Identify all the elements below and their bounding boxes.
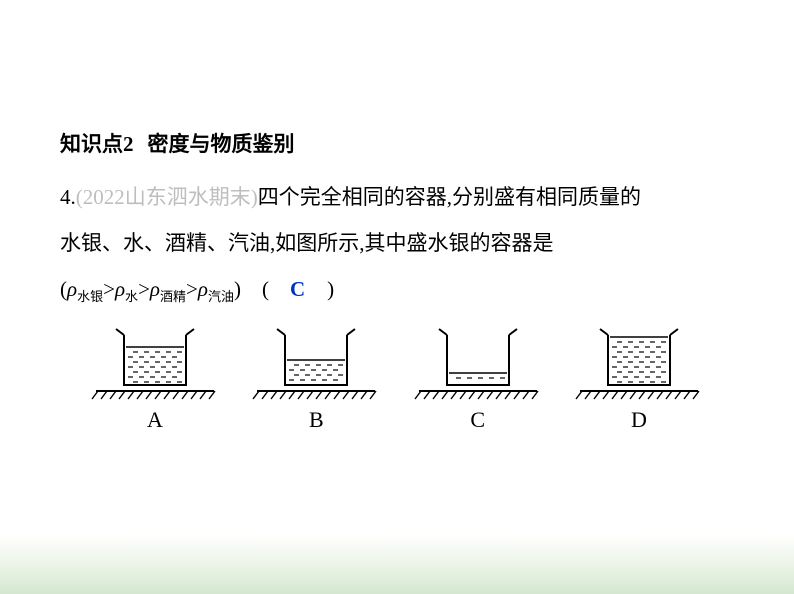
sub-mercury: 水银	[77, 290, 103, 305]
beaker-b-icon	[251, 323, 381, 401]
question-number: 4.	[60, 185, 76, 209]
question-line-1: 4.(2022山东泗水期末)四个完全相同的容器,分别盛有相同质量的	[60, 174, 734, 220]
sub-water: 水	[125, 290, 138, 305]
option-d-label: D	[631, 407, 647, 433]
heading-number: 知识点2	[60, 132, 134, 156]
beaker-a-icon	[90, 323, 220, 401]
question-text-1: 四个完全相同的容器,分别盛有相同质量的	[258, 185, 641, 209]
footer-gradient	[0, 534, 794, 594]
option-a-label: A	[147, 407, 163, 433]
beaker-d-icon	[574, 323, 704, 401]
sub-gasoline: 汽油	[208, 290, 234, 305]
option-a: A	[90, 323, 220, 433]
heading-title: 密度与物质鉴别	[148, 132, 295, 156]
question-line-2: 水银、水、酒精、汽油,如图所示,其中盛水银的容器是	[60, 220, 734, 266]
option-c: C	[413, 323, 543, 433]
option-b: B	[251, 323, 381, 433]
knowledge-point-heading: 知识点2 密度与物质鉴别	[60, 128, 734, 158]
question-source: (2022山东泗水期末)	[76, 185, 258, 209]
question-block: 知识点2 密度与物质鉴别 4.(2022山东泗水期末)四个完全相同的容器,分别盛有…	[0, 0, 794, 433]
answer-letter: C	[290, 277, 306, 301]
option-b-label: B	[309, 407, 324, 433]
figure-row: A B C D	[60, 313, 734, 433]
question-line-3: (ρ水银>ρ水>ρ酒精>ρ汽油) ( C )	[60, 266, 734, 312]
sub-alcohol: 酒精	[160, 290, 186, 305]
option-c-label: C	[470, 407, 485, 433]
beaker-c-icon	[413, 323, 543, 401]
option-d: D	[574, 323, 704, 433]
